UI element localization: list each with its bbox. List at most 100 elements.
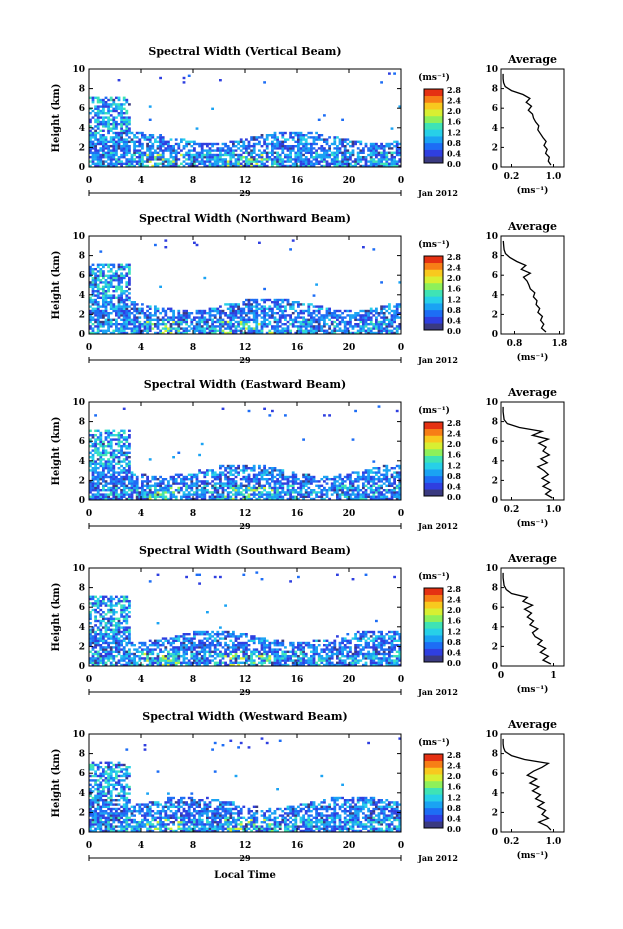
heatmap-cell [125,158,129,161]
heatmap-cell [125,497,129,501]
heatmap-cell [307,164,311,168]
heatmap-cell [393,312,396,315]
heatmap-cell [211,491,214,494]
heatmap-cell [250,145,253,148]
heatmap-cell [369,158,373,161]
heatmap-cell [154,659,157,662]
heatmap-cell [109,608,113,612]
heatmap-cell [229,323,233,326]
heatmap-cell [143,316,147,319]
heatmap-cell [125,263,129,266]
heatmap-cell [112,153,116,157]
heatmap-cell [94,429,97,432]
heatmap-cell [169,478,173,481]
heatmap-cell [276,312,279,315]
heatmap-cell [289,484,292,487]
heatmap-cell [385,327,389,330]
colorbar-swatch [424,303,443,311]
heatmap-cell [297,151,300,154]
heatmap-cell [99,149,103,152]
heatmap-cell [122,633,126,636]
heatmap-cell [356,314,360,317]
heatmap-cell [130,320,134,324]
heatmap-cell [146,323,149,326]
heatmap-cell [185,162,188,165]
heatmap-cell [268,314,272,317]
heatmap-cell [245,151,248,154]
heatmap-cell [263,149,266,152]
heatmap-cell [247,409,251,413]
heatmap-cell [99,109,103,113]
heatmap-cell [99,453,103,457]
heatmap-cell [200,491,204,494]
heatmap-cell [94,301,97,304]
heatmap-cell [250,156,253,159]
heatmap-cell [294,151,298,154]
heatmap-cell [398,482,402,485]
heatmap-cell [255,314,259,317]
heatmap-cell [96,484,100,487]
heatmap-cell [250,162,253,165]
heatmap-cell [216,329,220,332]
heatmap-cell [104,595,108,598]
heatmap-cell [122,120,126,124]
heatmap-cell [141,312,144,315]
heatmap-cell [172,312,175,315]
heatmap-cell [96,327,100,330]
heatmap-cell [112,646,116,649]
heatmap-cell [94,608,97,612]
heatmap-cell [247,147,251,150]
heatmap-cell [265,151,269,154]
heatmap-cell [128,657,131,660]
heatmap-cell [312,320,316,324]
heatmap-cell [291,138,295,141]
heatmap-cell [216,164,220,168]
heatmap-cell [356,495,360,498]
heatmap-cell [393,318,396,321]
heatmap-cell [109,475,113,479]
y-tick-label: 8 [79,85,85,95]
heatmap-cell [362,323,365,326]
heatmap-cell [185,637,188,640]
heatmap-cell [200,318,204,321]
heatmap-cell [258,136,261,139]
heatmap-cell [349,478,352,481]
heatmap-cell [195,657,199,660]
heatmap-cell [234,320,238,324]
heatmap-cell [219,493,222,496]
heatmap-cell [91,436,95,439]
heatmap-cell [182,478,186,481]
heatmap-cell [117,123,121,126]
heatmap-cell [393,491,396,494]
heatmap-cell [122,611,126,614]
heatmap-cell [320,314,324,317]
heatmap-cell [221,497,225,501]
heatmap-cell [109,602,113,605]
heatmap-cell [388,164,391,168]
heatmap-cell [211,145,214,148]
heatmap-cell [245,138,248,141]
heatmap-cell [325,142,329,146]
heatmap-cell [224,164,227,168]
heatmap-cell [125,615,129,618]
heatmap-cell [307,475,311,479]
heatmap-cell [96,112,100,115]
heatmap-cell [273,158,277,161]
heatmap-cell [393,495,396,498]
heatmap-cell [104,120,108,124]
heatmap-cell [156,307,160,310]
heatmap-cell [359,140,363,143]
heatmap-cell [167,489,170,492]
heatmap-cell [187,314,191,317]
heatmap-cell [276,140,279,143]
heatmap-cell [200,646,204,649]
heatmap-cell [161,164,165,168]
heatmap-cell [91,140,95,143]
heatmap-cell [133,136,136,139]
heatmap-cell [91,307,95,310]
heatmap-cell [398,305,402,308]
heatmap-cell [169,162,173,165]
y-tick-label: 2 [79,310,85,320]
heatmap-cell [289,134,292,137]
heatmap-cell [377,489,381,492]
